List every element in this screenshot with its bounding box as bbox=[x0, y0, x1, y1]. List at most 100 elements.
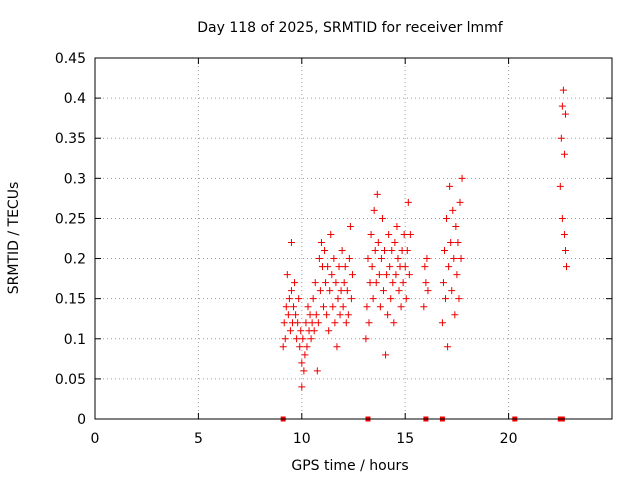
data-point bbox=[385, 230, 393, 238]
data-point bbox=[438, 319, 446, 327]
data-point bbox=[327, 230, 335, 238]
data-point bbox=[387, 295, 395, 303]
data-point bbox=[332, 279, 340, 287]
data-point bbox=[296, 343, 304, 351]
data-point bbox=[297, 327, 305, 335]
data-point bbox=[446, 182, 454, 190]
data-point bbox=[302, 319, 310, 327]
data-point bbox=[372, 279, 380, 287]
data-point bbox=[378, 214, 386, 222]
data-point bbox=[330, 255, 338, 263]
data-point bbox=[315, 255, 323, 263]
data-point bbox=[311, 279, 319, 287]
data-point bbox=[313, 367, 321, 375]
data-point bbox=[381, 247, 389, 255]
data-point bbox=[336, 311, 344, 319]
data-point bbox=[445, 263, 453, 271]
y-tick-label: 0 bbox=[77, 412, 86, 428]
data-point bbox=[394, 255, 402, 263]
data-point bbox=[298, 383, 306, 391]
data-point bbox=[454, 239, 462, 247]
y-tick-label: 0.3 bbox=[64, 171, 86, 187]
data-point bbox=[391, 239, 399, 247]
data-point bbox=[303, 343, 311, 351]
data-point bbox=[281, 335, 289, 343]
data-point bbox=[365, 319, 373, 327]
data-point bbox=[331, 319, 339, 327]
data-point bbox=[312, 311, 320, 319]
plot-frame bbox=[94, 57, 613, 420]
data-point bbox=[389, 279, 397, 287]
data-point bbox=[374, 239, 382, 247]
data-point bbox=[556, 182, 564, 190]
data-point bbox=[558, 102, 566, 110]
data-point bbox=[370, 206, 378, 214]
x-tick-labels: 0 5 10 15 20 bbox=[91, 431, 518, 447]
data-point bbox=[301, 351, 309, 359]
x-tick-label: 10 bbox=[293, 431, 311, 447]
data-point bbox=[287, 287, 295, 295]
data-point bbox=[306, 311, 314, 319]
data-point bbox=[379, 287, 387, 295]
data-point bbox=[452, 222, 460, 230]
data-point bbox=[371, 247, 379, 255]
data-point bbox=[450, 255, 458, 263]
data-point bbox=[456, 198, 464, 206]
data-point bbox=[440, 247, 448, 255]
data-point bbox=[295, 295, 303, 303]
data-point bbox=[316, 287, 324, 295]
data-point bbox=[320, 303, 328, 311]
data-point bbox=[304, 303, 312, 311]
data-point bbox=[329, 303, 337, 311]
data-point bbox=[299, 335, 307, 343]
x-axis-label: GPS time / hours bbox=[291, 458, 408, 474]
data-point bbox=[340, 279, 348, 287]
data-point bbox=[563, 263, 571, 271]
data-point bbox=[294, 319, 302, 327]
data-point bbox=[285, 295, 293, 303]
data-point bbox=[448, 287, 456, 295]
data-point bbox=[343, 287, 351, 295]
data-point bbox=[362, 335, 370, 343]
data-point bbox=[335, 263, 343, 271]
data-point bbox=[557, 134, 565, 142]
data-point bbox=[424, 287, 432, 295]
x-tick-label: 20 bbox=[500, 431, 518, 447]
data-point bbox=[458, 174, 466, 182]
data-point bbox=[443, 214, 451, 222]
data-point bbox=[457, 255, 465, 263]
data-point bbox=[403, 247, 411, 255]
data-point bbox=[404, 198, 412, 206]
data-point bbox=[401, 263, 409, 271]
data-point bbox=[382, 351, 390, 359]
grid-lines bbox=[95, 58, 612, 419]
data-point bbox=[280, 319, 288, 327]
data-point bbox=[421, 263, 429, 271]
data-point bbox=[338, 247, 346, 255]
data-point bbox=[333, 343, 341, 351]
x-tick-label: 0 bbox=[91, 431, 100, 447]
y-tick-labels: 0 0.05 0.1 0.15 0.2 0.25 0.3 0.35 0.4 0.45 bbox=[55, 51, 86, 428]
y-axis-label: SRMTID / TECUs bbox=[6, 182, 22, 295]
y-tick-label: 0.4 bbox=[64, 91, 86, 107]
data-point bbox=[439, 279, 447, 287]
data-point bbox=[347, 295, 355, 303]
data-point bbox=[558, 214, 566, 222]
data-point bbox=[373, 190, 381, 198]
data-point bbox=[388, 247, 396, 255]
data-point bbox=[325, 327, 333, 335]
y-tick-label: 0.2 bbox=[64, 252, 86, 268]
data-point bbox=[399, 279, 407, 287]
data-point bbox=[383, 271, 391, 279]
data-point bbox=[444, 343, 452, 351]
data-point bbox=[405, 271, 413, 279]
y-tick-label: 0.1 bbox=[64, 332, 86, 348]
data-point bbox=[447, 239, 455, 247]
data-point bbox=[345, 255, 353, 263]
data-point bbox=[369, 295, 377, 303]
data-point bbox=[561, 247, 569, 255]
data-point bbox=[324, 263, 332, 271]
data-point bbox=[317, 239, 325, 247]
data-point bbox=[402, 295, 410, 303]
